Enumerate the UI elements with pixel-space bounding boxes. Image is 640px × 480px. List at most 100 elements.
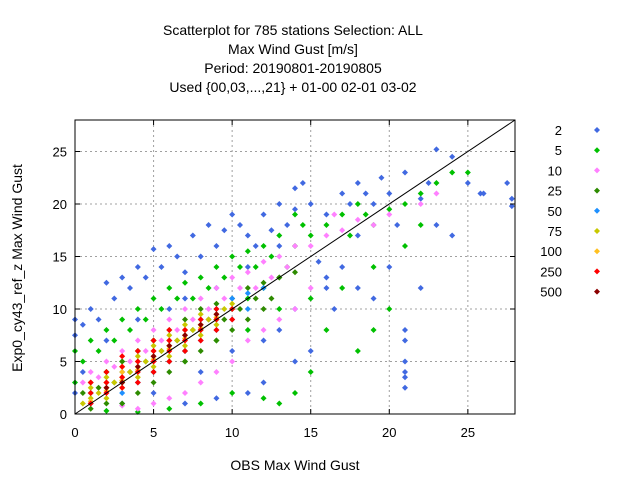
data-point [166,337,173,344]
y-tick-label: 5 [60,355,67,370]
data-point [402,201,408,207]
data-point [244,232,251,239]
chart-title-line-1: Scatterplot for 785 stations Selection: … [163,22,423,38]
data-point [134,358,141,365]
data-point [127,369,133,375]
data-point [229,390,236,396]
legend-label: 25 [548,184,562,199]
data-point [182,332,188,339]
chart-title-line-2: Max Wind Gust [m/s] [228,41,358,57]
data-point [197,369,204,375]
series-5 [72,169,471,415]
data-point [347,232,353,239]
data-point [79,358,86,365]
data-point [237,222,243,228]
data-point [402,374,408,381]
data-point [119,353,126,360]
data-point [87,405,94,412]
data-point [229,253,236,260]
data-point [166,306,173,312]
data-point [229,211,236,218]
data-point [244,390,251,396]
data-point [276,253,283,260]
legend-marker [594,127,600,133]
data-point [244,285,251,291]
data-point [268,274,275,281]
data-point [205,316,212,323]
data-point [229,300,236,307]
data-point [213,285,220,291]
data-point [103,279,110,286]
data-point [477,190,484,197]
data-point [402,243,408,249]
data-point [197,332,204,339]
data-point [197,274,204,281]
data-point [166,395,173,402]
data-point [103,407,110,414]
data-point [119,348,126,354]
data-point [417,190,424,197]
data-point [402,169,408,176]
data-point [166,369,173,375]
data-point [166,327,173,333]
data-point [205,222,212,228]
data-point [386,190,393,197]
data-point [127,285,133,291]
data-point [402,337,408,344]
data-point [268,295,275,302]
y-tick-labels: 0 5 10 15 20 25 [53,145,515,422]
data-point [370,295,377,302]
data-point [142,348,149,354]
data-point [158,306,165,312]
data-point [276,306,283,312]
data-point [307,243,314,249]
chart-title-line-3: Period: 20190801-20190805 [204,60,382,76]
data-point [103,384,110,391]
data-point [111,295,118,302]
data-point [134,363,141,370]
legend-label: 100 [540,244,562,259]
data-point [95,374,102,381]
data-point [292,185,298,192]
data-point [134,316,141,323]
data-point [127,358,133,365]
data-point [150,342,157,349]
data-point [150,348,157,354]
data-point [182,321,188,328]
data-point [150,379,157,386]
data-point [268,227,275,234]
legend-marker [594,167,600,174]
data-point [174,337,181,344]
data-point [354,180,361,186]
data-point [417,201,424,207]
data-point [237,285,243,291]
data-point [292,243,298,249]
data-point [323,327,330,333]
y-axis-label: Exp0_cy43_ref_z Max Wind Gust [9,164,25,372]
data-point [339,285,346,291]
data-point [79,321,86,328]
data-point [276,327,283,333]
data-point [292,390,298,396]
data-point [134,337,141,344]
y-tick-label: 25 [53,145,67,160]
data-point [244,269,251,276]
data-point [307,201,314,207]
legend-label: 500 [540,285,562,300]
data-point [166,353,173,360]
data-point [158,348,165,354]
data-point [276,232,283,239]
data-point [229,327,236,333]
data-point [260,211,267,218]
data-point [229,358,236,365]
data-point [213,243,220,249]
legend-marker [594,207,600,214]
data-point [103,358,110,365]
data-point [260,379,267,386]
data-point [213,327,220,333]
x-tick-label: 15 [303,425,317,440]
data-point [354,232,361,239]
legend-marker [594,268,600,275]
data-point [119,374,126,381]
data-point [244,290,251,297]
